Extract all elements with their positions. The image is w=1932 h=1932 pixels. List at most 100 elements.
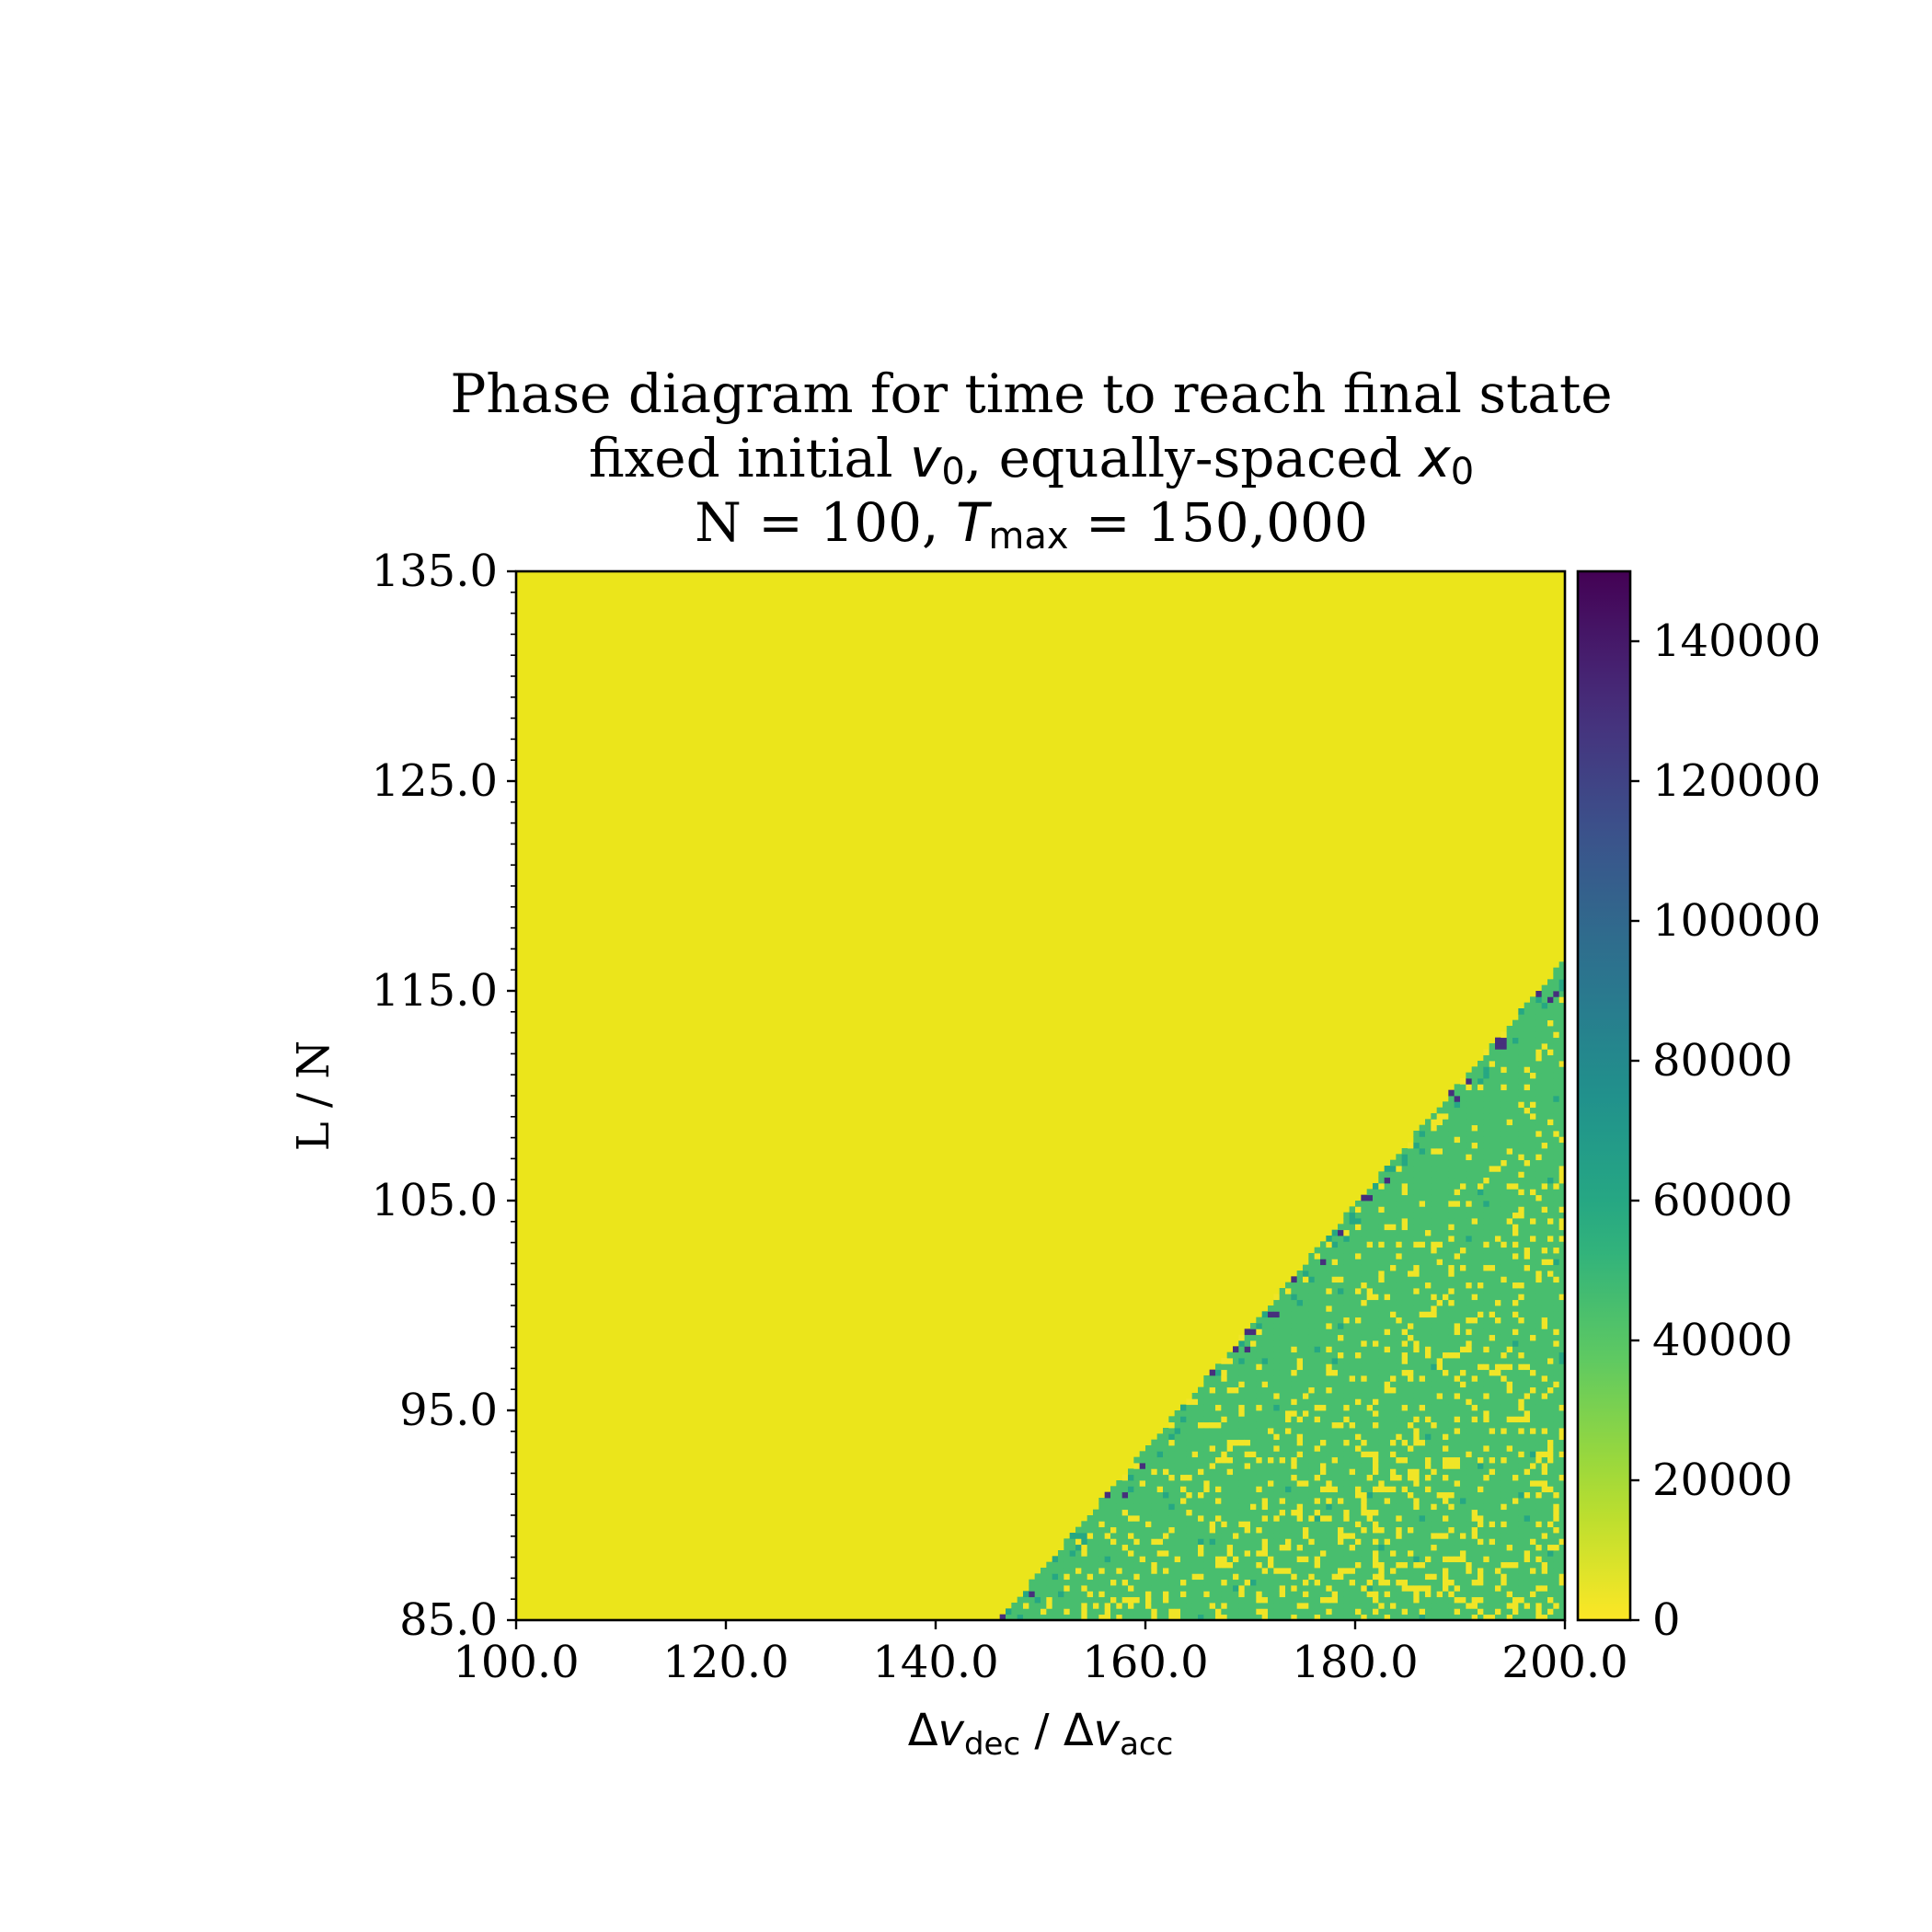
heatmap-cell	[1314, 1358, 1321, 1364]
heatmap-cell	[1495, 1043, 1501, 1050]
heatmap-cell	[1203, 1603, 1211, 1609]
heatmap-cell	[1256, 1474, 1263, 1481]
heatmap-cell	[1308, 1346, 1316, 1353]
heatmap-cell	[1308, 1579, 1316, 1586]
heatmap-cell	[1361, 1503, 1368, 1511]
heatmap-cell	[1443, 1404, 1449, 1411]
heatmap-cell	[1308, 1334, 1316, 1341]
heatmap-cell	[1191, 1521, 1199, 1528]
heatmap-cell	[1296, 1526, 1304, 1534]
heatmap-cell	[1104, 1533, 1111, 1539]
heatmap-cell	[1133, 1526, 1141, 1534]
heatmap-cell	[1518, 1305, 1525, 1312]
heatmap-cell	[1489, 1533, 1496, 1539]
heatmap-cell	[1501, 1212, 1508, 1219]
heatmap-cell	[1506, 1498, 1513, 1504]
heatmap-cell	[1366, 1568, 1374, 1574]
heatmap-cell	[1191, 1428, 1199, 1434]
heatmap-cell	[1273, 1503, 1281, 1511]
heatmap-cell	[1401, 1603, 1409, 1609]
heatmap-cell	[1419, 1416, 1426, 1423]
heatmap-cell	[1361, 1568, 1368, 1574]
heatmap-cell	[1156, 1573, 1164, 1581]
heatmap-cell	[1273, 1334, 1281, 1341]
heatmap-cell	[1466, 1131, 1473, 1137]
heatmap-cell	[1261, 1311, 1269, 1318]
heatmap-cell	[1373, 1585, 1379, 1592]
heatmap-cell	[1174, 1468, 1181, 1476]
heatmap-cell	[1390, 1585, 1397, 1592]
heatmap-cell	[1221, 1474, 1228, 1481]
heatmap-cell	[1250, 1503, 1257, 1511]
heatmap-cell	[1396, 1206, 1403, 1213]
heatmap-cell	[1518, 1276, 1525, 1283]
heatmap-cell	[1448, 1369, 1455, 1376]
heatmap-cell	[1343, 1351, 1351, 1359]
heatmap-cell	[1436, 1393, 1443, 1399]
heatmap-cell	[1478, 1393, 1484, 1399]
heatmap-cell	[1408, 1166, 1414, 1172]
heatmap-cell	[1174, 1533, 1181, 1539]
heatmap-cell	[1314, 1515, 1321, 1522]
heatmap-cell	[1326, 1375, 1333, 1382]
heatmap-cell	[1390, 1317, 1397, 1324]
heatmap-cell	[1308, 1264, 1316, 1271]
heatmap-cell	[1454, 1247, 1461, 1254]
heatmap-cell	[1233, 1533, 1239, 1539]
heatmap-cell	[1296, 1386, 1304, 1394]
heatmap-cell	[1506, 1334, 1513, 1341]
heatmap-cell	[1198, 1509, 1204, 1516]
heatmap-cell	[1524, 1317, 1531, 1324]
heatmap-cell	[1156, 1439, 1164, 1446]
heatmap-cell	[1413, 1498, 1420, 1504]
heatmap-cell	[1273, 1596, 1281, 1604]
heatmap-cell	[1058, 1585, 1064, 1592]
heatmap-cell	[1046, 1608, 1053, 1616]
heatmap-cell	[1279, 1404, 1286, 1411]
heatmap-cell	[1331, 1614, 1339, 1621]
heatmap-cell	[1466, 1579, 1473, 1586]
heatmap-cell	[1081, 1579, 1088, 1586]
heatmap-cell	[1104, 1608, 1111, 1616]
heatmap-cell	[1454, 1154, 1461, 1161]
heatmap-cell	[1506, 1445, 1513, 1452]
heatmap-cell	[1378, 1550, 1386, 1557]
heatmap-cell	[1233, 1486, 1239, 1493]
heatmap-cell	[1221, 1451, 1228, 1458]
heatmap-cell	[1413, 1550, 1420, 1557]
heatmap-cell	[1489, 1486, 1496, 1493]
heatmap-cell	[1250, 1596, 1257, 1604]
heatmap-cell	[1384, 1241, 1391, 1248]
heatmap-cell	[1215, 1561, 1222, 1569]
heatmap-cell	[1518, 1183, 1525, 1190]
heatmap-cell	[1390, 1282, 1397, 1289]
heatmap-cell	[1355, 1241, 1362, 1248]
heatmap-cell	[1145, 1451, 1152, 1458]
heatmap-cell	[1419, 1603, 1426, 1609]
heatmap-cell	[1454, 1323, 1461, 1329]
heatmap-cell	[1256, 1491, 1263, 1499]
heatmap-cell	[1401, 1393, 1409, 1399]
heatmap-cell	[1110, 1550, 1117, 1557]
heatmap-cell	[1163, 1468, 1169, 1476]
heatmap-cell	[1378, 1236, 1386, 1242]
heatmap-cell	[1285, 1480, 1292, 1487]
heatmap-cell	[1501, 1421, 1508, 1429]
heatmap-cell	[1512, 1538, 1519, 1546]
heatmap-cell	[1296, 1410, 1304, 1417]
heatmap-cell	[1413, 1381, 1420, 1388]
heatmap-cell	[1226, 1369, 1234, 1376]
heatmap-cell	[1226, 1538, 1234, 1546]
heatmap-cell	[1110, 1556, 1117, 1563]
heatmap-cell	[1268, 1568, 1274, 1574]
heatmap-cell	[1203, 1538, 1211, 1546]
heatmap-cell	[1401, 1194, 1409, 1202]
heatmap-cell	[1326, 1596, 1333, 1604]
heatmap-cell	[1058, 1603, 1064, 1609]
heatmap-cell	[1506, 1456, 1513, 1464]
heatmap-cell	[1512, 1585, 1519, 1592]
heatmap-cell	[1384, 1218, 1391, 1225]
heatmap-cell	[1069, 1603, 1076, 1609]
heatmap-cell	[1361, 1404, 1368, 1411]
heatmap-cell	[1512, 1072, 1519, 1079]
